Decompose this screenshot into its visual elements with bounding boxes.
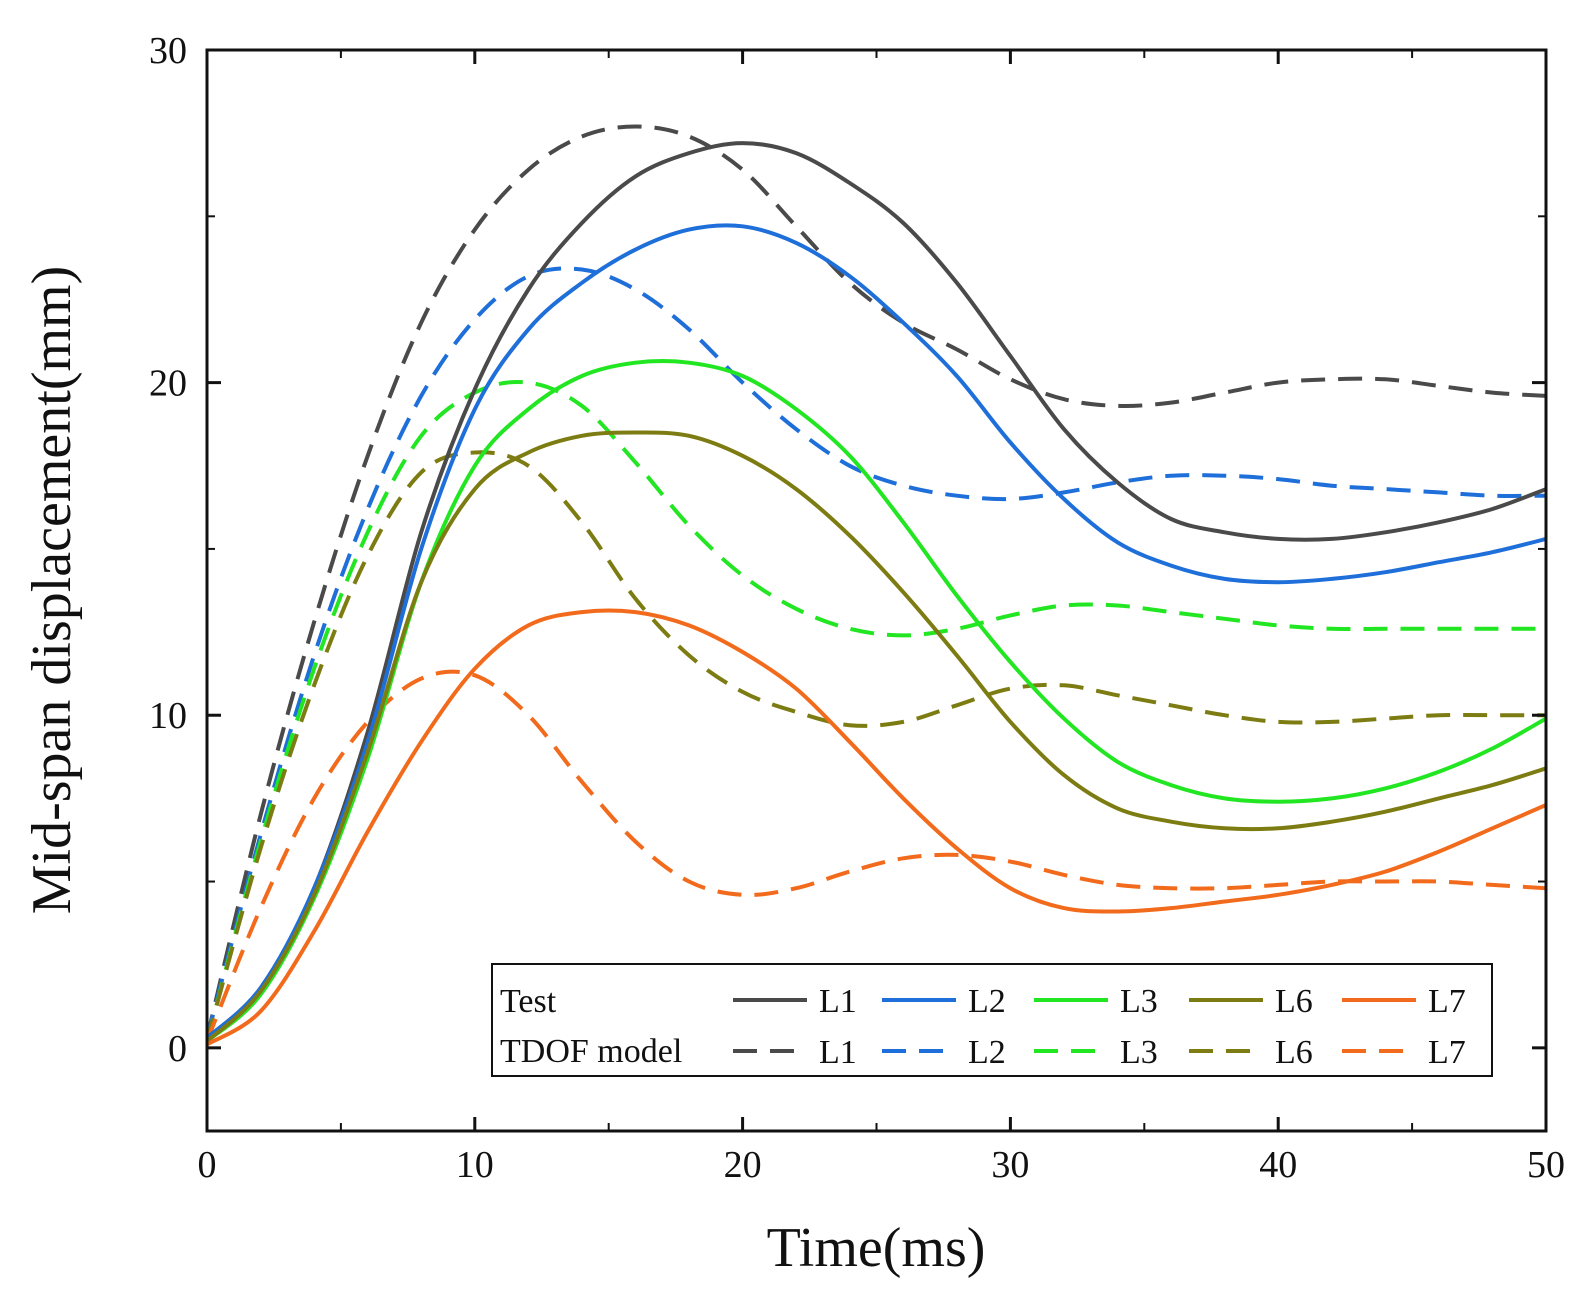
series-line-test-l7 xyxy=(207,608,1546,1047)
legend-label-tdof-l2: L2 xyxy=(968,1034,1006,1071)
legend-label-tdof-l1: L1 xyxy=(819,1034,857,1071)
legend-label-test-l7: L7 xyxy=(1428,983,1466,1020)
y-tick-label: 30 xyxy=(149,30,187,72)
legend-label-test-l6: L6 xyxy=(1275,983,1313,1020)
y-tick-label: 0 xyxy=(168,1028,187,1070)
plot-area xyxy=(207,124,1546,1047)
legend-label-tdof-l6: L6 xyxy=(1275,1034,1313,1071)
legend-group-tdof: TDOF model xyxy=(500,1033,682,1070)
legend-label-tdof-l3: L3 xyxy=(1120,1034,1158,1071)
legend-label-test-l2: L2 xyxy=(968,983,1006,1020)
y-axis-title: Mid-span displacement(mm) xyxy=(21,266,83,915)
series-layer xyxy=(207,124,1546,1047)
x-tick-label: 10 xyxy=(456,1144,494,1186)
legend-label-test-l3: L3 xyxy=(1120,983,1158,1020)
x-tick-label: 0 xyxy=(198,1144,217,1186)
legend-label-tdof-l7: L7 xyxy=(1428,1034,1466,1071)
x-tick-label: 20 xyxy=(724,1144,762,1186)
legend-entries: L1 L2 L3 L6 L7 L1 L2 L3 L6 L7 xyxy=(733,983,1466,1071)
x-axis-title: Time(ms) xyxy=(767,1217,986,1279)
series-line-tdof-l1 xyxy=(207,124,1546,1039)
series-line-test-l2 xyxy=(207,223,1546,1040)
series-line-test-l6 xyxy=(207,430,1546,1043)
series-line-test-l3 xyxy=(207,358,1546,1043)
series-line-test-l1 xyxy=(207,141,1546,1040)
series-line-tdof-l6 xyxy=(207,450,1546,1042)
y-tick-label: 10 xyxy=(149,695,187,737)
x-tick-label: 50 xyxy=(1527,1144,1565,1186)
y-tick-label: 20 xyxy=(149,363,187,405)
series-line-tdof-l2 xyxy=(207,266,1546,1039)
x-tick-label: 30 xyxy=(991,1144,1029,1186)
x-tick-label: 40 xyxy=(1259,1144,1297,1186)
legend-frame xyxy=(491,963,1493,1077)
legend-group-test: Test xyxy=(500,983,557,1020)
ticks-layer: 0 10 20 30 40 50 0 10 20 30 xyxy=(149,30,1565,1186)
series-line-tdof-l7 xyxy=(207,669,1546,1042)
legend: Test TDOF model L1 L2 L3 L6 L7 L1 L2 L3 L6 L7 xyxy=(491,963,1493,1077)
legend-label-test-l1: L1 xyxy=(819,983,857,1020)
series-line-tdof-l3 xyxy=(207,379,1546,1042)
